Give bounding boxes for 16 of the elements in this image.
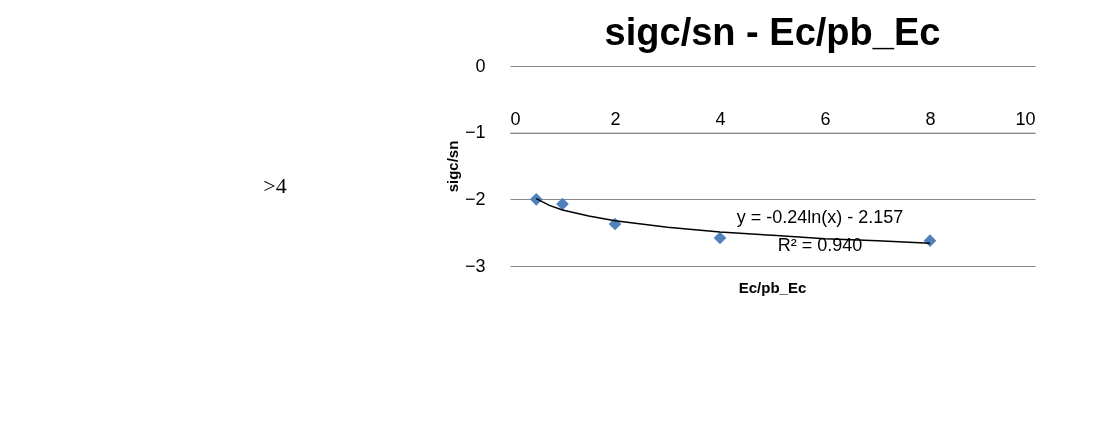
annotation: y = -0.24ln(x) - 2.157 [736, 207, 904, 227]
x-tick-label: 2 [610, 109, 621, 130]
x-tick-label: 4 [715, 109, 726, 130]
y-tick-label: −2 [464, 188, 486, 209]
x-tick-label: 8 [925, 109, 936, 130]
x-tick-label: 6 [820, 109, 831, 130]
x-tick-label: 0 [510, 109, 521, 130]
annotation: R² = 0.940 [777, 235, 863, 255]
x-axis-title: Ec/pb_Ec [738, 279, 807, 296]
chart-title: sigc/sn - Ec/pb_Ec [604, 11, 941, 53]
y-tick-label: −1 [464, 122, 486, 143]
x-tick-label: 10 [1015, 109, 1036, 130]
text: >4 [263, 173, 287, 198]
y-tick-label: −3 [464, 255, 486, 276]
y-tick-label: 0 [475, 55, 486, 76]
y-axis-title: sigc/sn [443, 140, 461, 193]
